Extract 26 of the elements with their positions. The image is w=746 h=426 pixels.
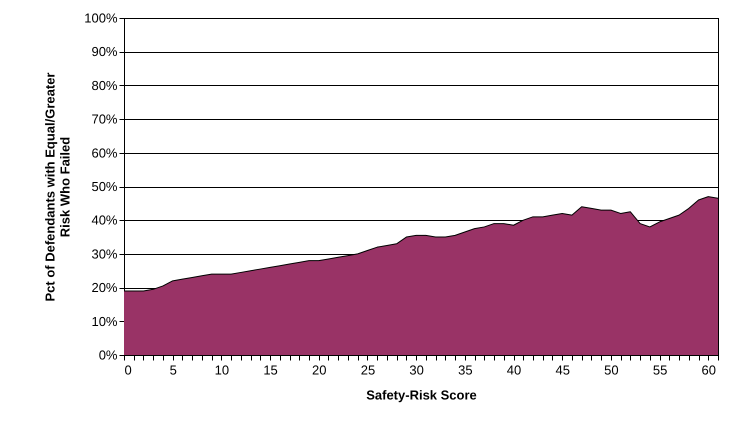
x-tick-label: 20 [312, 362, 326, 378]
x-tick-label: 40 [506, 362, 522, 378]
x-tick-label: 50 [604, 362, 619, 378]
y-tick-label: 90% [91, 44, 118, 60]
x-tick-label: 30 [409, 362, 424, 378]
x-tick-label: 25 [360, 362, 376, 378]
y-tick-label: 80% [91, 78, 118, 93]
y-tick-label: 40% [91, 212, 118, 228]
x-tick-label: 55 [652, 362, 668, 378]
y-tick-label: 0% [98, 348, 118, 362]
y-tick-label: 70% [91, 112, 118, 127]
x-tick-label: 15 [263, 362, 278, 378]
x-tick-label: 0 [124, 362, 132, 378]
x-tick-label: 5 [170, 362, 177, 378]
y-tick-label: 20% [91, 280, 118, 296]
x-tick-label: 45 [555, 362, 570, 378]
x-tick-label: 35 [458, 362, 473, 378]
x-axis-title: Safety-Risk Score [366, 388, 477, 402]
y-tick-label: 30% [91, 246, 118, 262]
y-tick-label: 10% [91, 314, 118, 329]
y-tick-label: 60% [91, 145, 118, 160]
y-axis-title: Pct of Defendants with Equal/Greater Risk Who Failed [42, 72, 72, 302]
x-tick-label: 60 [702, 362, 716, 378]
y-tick-label: 50% [91, 179, 118, 194]
x-tick-label: 10 [214, 362, 230, 378]
y-tick-label: 100% [84, 10, 118, 26]
